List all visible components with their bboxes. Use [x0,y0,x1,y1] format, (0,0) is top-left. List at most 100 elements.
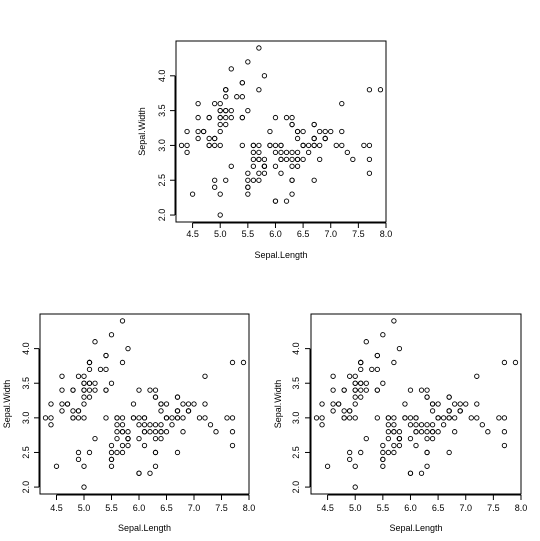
data-point [424,429,430,435]
data-point [147,422,153,428]
data-point [424,463,430,469]
data-point [256,149,262,156]
data-point [239,94,245,100]
x-axis-label: Sepal.Length [389,523,442,533]
data-point [278,156,284,162]
data-point [452,401,458,407]
data-point [114,435,120,442]
data-point [189,191,196,197]
data-point [223,94,229,100]
data-point [385,422,392,428]
data-point [256,170,262,176]
data-point [86,359,93,366]
data-point [212,184,218,190]
data-point [363,380,369,386]
data-point [485,429,491,435]
data-point [114,449,120,456]
data-point [474,373,480,379]
data-point [330,408,336,414]
x-tick-label: 6.5 [432,503,445,513]
data-point [217,107,223,114]
x-tick-label: 6.0 [133,503,146,513]
data-point [446,415,452,421]
data-point [289,191,295,197]
data-point [136,435,142,442]
data-point [418,470,425,476]
data-point [391,415,397,421]
data-point [239,80,245,86]
data-point [206,114,212,121]
data-point [501,442,508,449]
data-point [289,114,295,121]
y-axis-label: Sepal.Width [137,107,147,156]
data-point [152,429,159,435]
data-point [289,163,295,169]
data-point [339,142,345,149]
data-point [152,394,159,400]
data-point [424,422,430,428]
y-tick-label: 2.0 [21,481,31,494]
data-point [385,449,392,456]
x-tick-label: 8.0 [380,229,393,239]
data-point [81,484,87,490]
data-point [81,394,87,400]
data-point [311,177,317,183]
data-point [228,107,234,114]
data-point [212,142,218,149]
data-point [114,422,120,428]
plot-frame [175,40,387,223]
data-point [391,422,397,428]
data-point [256,45,262,51]
data-point [283,198,290,204]
data-point [380,332,386,338]
data-point [261,170,268,176]
data-point [496,415,502,421]
data-point [289,149,295,156]
data-point [250,156,257,162]
y-tick-label: 2.0 [157,209,167,222]
data-point [245,59,251,65]
data-point [452,429,458,435]
data-point [217,101,223,107]
scatter-panel-2: 4.5 5.0 5.5 6.0 6.5 7.0 7.5 8.0 2.0 2.5 3.0 3.5 4.0 S… [2,313,255,533]
data-point [396,442,403,449]
data-point [256,87,262,93]
data-point [352,387,358,393]
data-point [184,128,190,135]
data-point [212,177,218,183]
x-tick-label: 5.0 [78,503,91,513]
data-point [174,449,181,456]
data-point [202,373,208,379]
data-point [272,163,279,169]
data-point [185,408,192,414]
data-point [358,449,364,456]
data-point [294,149,301,156]
data-point [81,463,87,469]
data-point [239,114,245,121]
data-point [125,429,131,435]
data-point [366,156,373,162]
data-point [300,156,306,162]
data-point [130,401,137,407]
data-point [114,429,120,435]
data-point [350,156,356,162]
data-point [347,415,353,421]
data-point [152,387,159,393]
data-point [374,352,380,359]
data-point [228,163,234,169]
data-point [158,429,164,435]
data-point [452,415,458,421]
data-point [283,156,290,162]
data-point [245,191,251,197]
data-point [289,121,295,128]
data-point [300,142,306,149]
data-point [92,435,98,442]
data-point [245,184,251,190]
data-point [196,415,203,421]
data-point [108,456,115,463]
data-point [352,415,358,421]
data-point [180,415,186,421]
data-point [229,359,236,366]
data-point [347,373,353,379]
data-point [75,449,82,456]
